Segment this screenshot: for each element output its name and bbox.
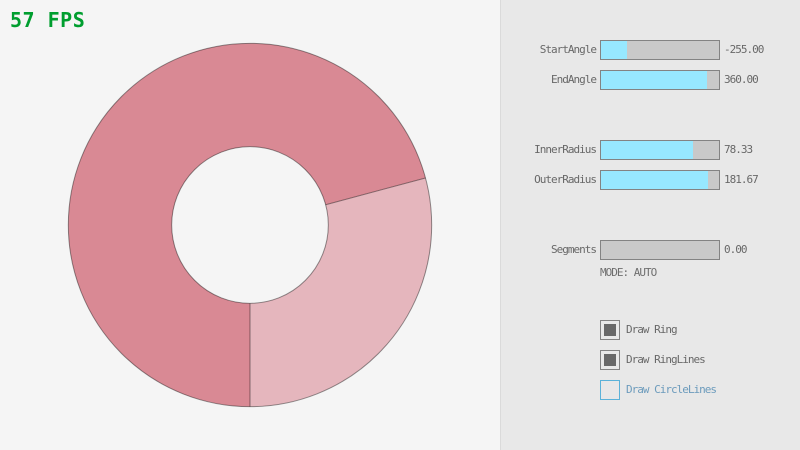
segments-value: 0.00: [724, 243, 747, 256]
end-angle-label: EndAngle: [551, 73, 597, 86]
slider-fill-bar: [601, 41, 627, 59]
checkbox-draw-ring[interactable]: Draw Ring: [600, 320, 790, 340]
segments-label: Segments: [551, 243, 597, 256]
ring-single-coverage: [250, 177, 432, 407]
slider-fill-bar: [601, 71, 708, 89]
checkbox-box[interactable]: [600, 350, 620, 370]
slider-row-segments: Segments 0.00: [501, 240, 800, 260]
slider-fill-bar: [601, 171, 709, 189]
start-angle-slider[interactable]: [600, 40, 720, 60]
inner-radius-slider[interactable]: [600, 140, 720, 160]
checkbox-label: Draw CircleLines: [626, 383, 717, 396]
checkbox-draw-circlelines[interactable]: Draw CircleLines: [600, 380, 790, 400]
controls-panel: StartAngle -255.00 EndAngle 360.00 Inner…: [500, 0, 800, 450]
start-angle-label: StartAngle: [539, 43, 597, 56]
checkbox-box[interactable]: [600, 320, 620, 340]
slider-row-outer-radius: OuterRadius 181.67: [501, 170, 800, 190]
segments-slider[interactable]: [600, 240, 720, 260]
checkbox-label: Draw Ring: [626, 323, 678, 336]
checkbox-box[interactable]: [600, 380, 620, 400]
ring-double-coverage: [68, 43, 426, 407]
outer-radius-label: OuterRadius: [534, 173, 597, 186]
ring-boundary-line: [325, 177, 426, 206]
outer-radius-value: 181.67: [724, 173, 759, 186]
check-mark-icon: [604, 354, 616, 366]
checkbox-label: Draw RingLines: [626, 353, 706, 366]
mode-label: MODE: AUTO: [600, 266, 657, 279]
end-angle-slider[interactable]: [600, 70, 720, 90]
ring-outline: [171, 146, 329, 304]
ring-outline: [67, 42, 433, 408]
outer-radius-slider[interactable]: [600, 170, 720, 190]
checkbox-draw-ringlines[interactable]: Draw RingLines: [600, 350, 790, 370]
slider-row-inner-radius: InnerRadius 78.33: [501, 140, 800, 160]
check-mark-icon: [604, 324, 616, 336]
inner-radius-value: 78.33: [724, 143, 753, 156]
fps-counter: 57 FPS: [10, 8, 86, 32]
slider-row-start-angle: StartAngle -255.00: [501, 40, 800, 60]
slider-row-end-angle: EndAngle 360.00: [501, 70, 800, 90]
start-angle-value: -255.00: [724, 43, 764, 56]
end-angle-value: 360.00: [724, 73, 759, 86]
inner-radius-label: InnerRadius: [534, 143, 597, 156]
ring-chart: [67, 42, 433, 408]
slider-fill-bar: [601, 141, 694, 159]
